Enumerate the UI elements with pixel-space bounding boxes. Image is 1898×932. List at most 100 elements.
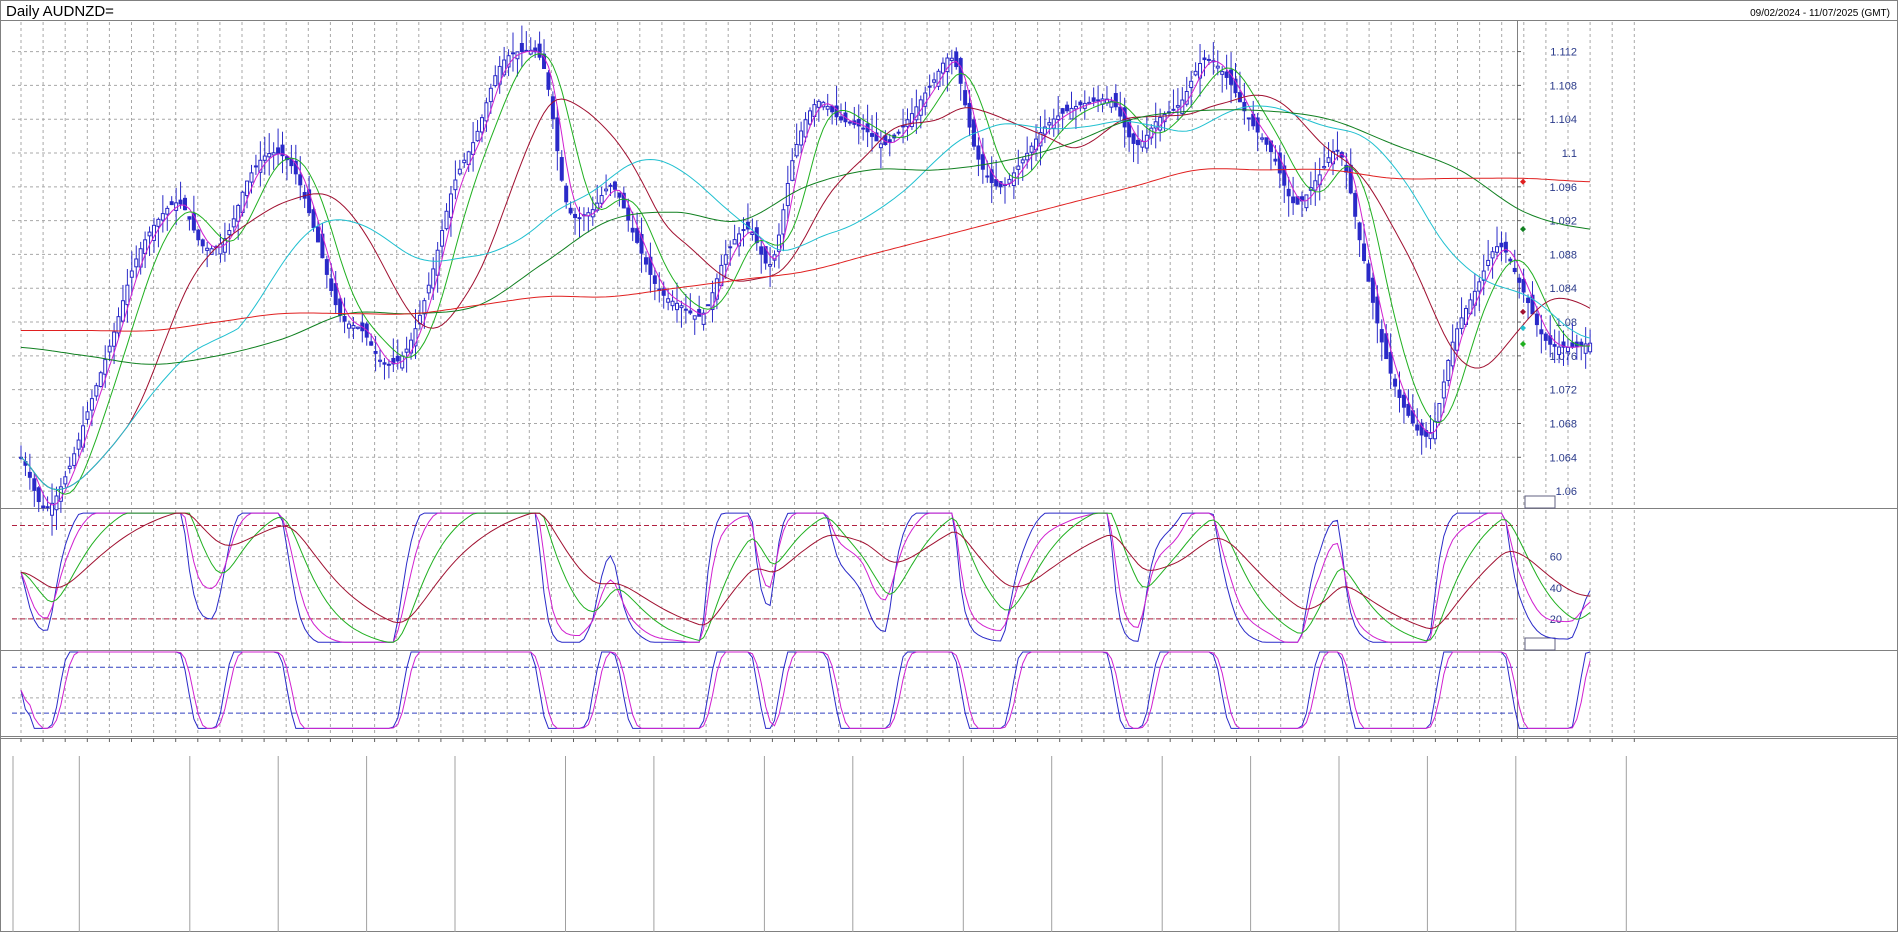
candle-body (457, 168, 462, 175)
candle-body (76, 439, 81, 450)
candle-body (422, 300, 427, 315)
price-tick-label: 1.08 (1556, 317, 1577, 329)
candle-body (50, 502, 55, 516)
candle-body (759, 246, 764, 255)
candle-body (612, 181, 617, 190)
candle-body (1233, 78, 1238, 94)
candle-body (493, 75, 498, 87)
candle-body (1198, 62, 1203, 79)
candle-body (1193, 70, 1198, 76)
candle-body (1189, 80, 1194, 89)
candle-body (1366, 263, 1371, 282)
auto-scale-button-price[interactable] (1524, 495, 1556, 509)
candle-body (573, 213, 578, 219)
series-marker-2 (1520, 308, 1526, 315)
candle-body (262, 155, 267, 161)
candle-body (413, 328, 418, 347)
price-tick-label: 1.072 (1549, 385, 1577, 397)
candle-body (1579, 341, 1584, 346)
candle-body (156, 218, 161, 227)
candle-body (378, 359, 383, 362)
candle-body (1206, 58, 1211, 61)
candle-body (1415, 424, 1420, 431)
candle-body (315, 226, 320, 243)
candle-body (1588, 342, 1593, 353)
candle-body (116, 316, 121, 334)
candle-body (293, 160, 298, 175)
candle-body (1503, 241, 1508, 253)
candle-body (1446, 359, 1451, 382)
candle-body (1220, 71, 1225, 75)
candle-body (1539, 329, 1544, 335)
candle-body (1131, 133, 1136, 144)
candle-body (976, 145, 981, 160)
rsi9-line (20, 512, 1591, 643)
candle-body (409, 339, 414, 354)
candle-body (723, 254, 728, 265)
candle-body (1397, 389, 1402, 398)
candle-body (342, 316, 347, 322)
candle-body (1534, 313, 1539, 326)
sma100-line (20, 109, 1591, 365)
candle-body (63, 476, 68, 485)
candle-body (462, 159, 467, 164)
candle-body (1495, 246, 1500, 253)
candle-body (714, 278, 719, 300)
candle-body (1481, 270, 1486, 281)
chart-title: Daily AUDNZD= (6, 3, 114, 20)
candle-body (391, 357, 396, 365)
candle-body (1069, 107, 1074, 120)
candle-body (794, 143, 799, 157)
candle-body (103, 359, 108, 375)
candle-body (577, 217, 582, 220)
candle-body (905, 119, 910, 127)
candle-body (453, 179, 458, 191)
date-range: 09/02/2024 - 11/07/2025 (GMT) (1750, 8, 1890, 19)
candle-body (1557, 346, 1562, 355)
candle-body (1175, 105, 1180, 108)
candle-body (178, 199, 183, 205)
candle-body (200, 239, 205, 247)
series-marker-4 (1520, 341, 1526, 348)
candle-body (559, 157, 564, 181)
price-tick-label: 1.092 (1549, 216, 1577, 228)
candle-body (54, 495, 59, 511)
candle-body (1362, 243, 1367, 262)
candle-body (989, 169, 994, 184)
candle-body (533, 47, 538, 53)
candle-body (652, 275, 657, 284)
candle-body (338, 298, 343, 316)
candle-body (1202, 57, 1207, 61)
candle-body (706, 304, 711, 307)
candle-body (763, 246, 768, 264)
candle-body (750, 232, 755, 235)
candle-body (932, 79, 937, 83)
candle-body (1065, 104, 1070, 112)
candle-body (276, 147, 281, 154)
candle-body (280, 144, 285, 157)
series-marker-0 (1520, 178, 1526, 185)
candle-body (355, 326, 360, 329)
rsi14-line (20, 512, 1591, 643)
candle-body (1486, 259, 1491, 266)
candle-body (183, 197, 188, 211)
candle-body (568, 207, 573, 214)
candle-body (683, 308, 688, 311)
sma50-line (20, 105, 1591, 491)
price-tick-label: 1.112 (1550, 47, 1577, 59)
candle-body (1056, 115, 1061, 121)
candle-body (227, 230, 232, 236)
candle-body (816, 100, 821, 108)
candle-body (196, 229, 201, 241)
candle-body (85, 411, 90, 420)
candle-body (1401, 394, 1406, 408)
candle-body (448, 193, 453, 218)
series-marker-3 (1520, 324, 1526, 331)
candle-body (1331, 150, 1336, 165)
candle-body (1273, 158, 1278, 162)
candle-body (608, 184, 613, 187)
auto-scale-button-rsi[interactable] (1524, 637, 1556, 651)
candle-body (1379, 329, 1384, 343)
